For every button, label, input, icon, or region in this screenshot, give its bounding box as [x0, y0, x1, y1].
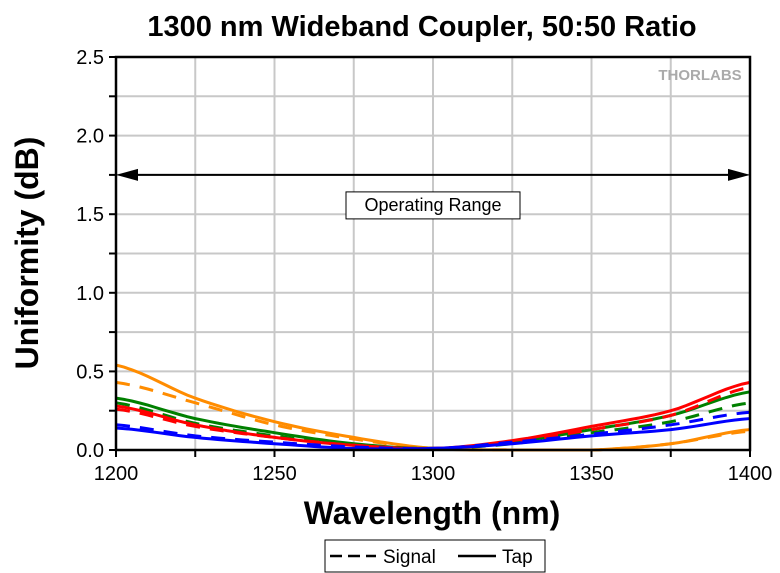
thorlabs-watermark: THORLABS — [658, 67, 741, 84]
x-tick-label: 1250 — [252, 463, 297, 485]
legend: Signal Tap — [324, 539, 546, 573]
x-tick-label: 1300 — [411, 463, 456, 485]
arrow-left-head — [116, 168, 138, 181]
y-tick-label: 1.5 — [76, 204, 104, 226]
operating-range-label: Operating Range — [364, 195, 501, 215]
series-group — [115, 363, 751, 452]
x-tick-label: 1350 — [569, 463, 614, 485]
arrow-right-head — [728, 168, 750, 181]
x-axis-label: Wavelength (nm) — [304, 495, 561, 531]
tick-labels: 1200 1250 1300 1350 1400 0.0 0.5 1.0 1.5 2.0 2.5 — [76, 47, 772, 485]
y-tick-label: 0.0 — [76, 440, 104, 462]
operating-range-label-box — [345, 191, 521, 220]
operating-range-annotation: Operating Range — [116, 168, 750, 220]
series-line-blue-signal — [115, 410, 751, 451]
legend-signal-label: Signal — [383, 547, 436, 568]
grid — [115, 56, 751, 451]
y-axis-label: Uniformity (dB) — [9, 137, 45, 370]
y-tick-label: 1.0 — [76, 283, 104, 305]
legend-box — [324, 539, 546, 573]
x-tick-label: 1200 — [94, 463, 139, 485]
y-tick-label: 0.5 — [76, 361, 104, 383]
x-tick-label: 1400 — [728, 463, 773, 485]
y-tick-label: 2.5 — [76, 47, 104, 69]
y-tick-label: 2.0 — [76, 126, 104, 148]
chart-title: 1300 nm Wideband Coupler, 50:50 Ratio — [147, 11, 696, 43]
legend-tap-label: Tap — [502, 547, 533, 568]
